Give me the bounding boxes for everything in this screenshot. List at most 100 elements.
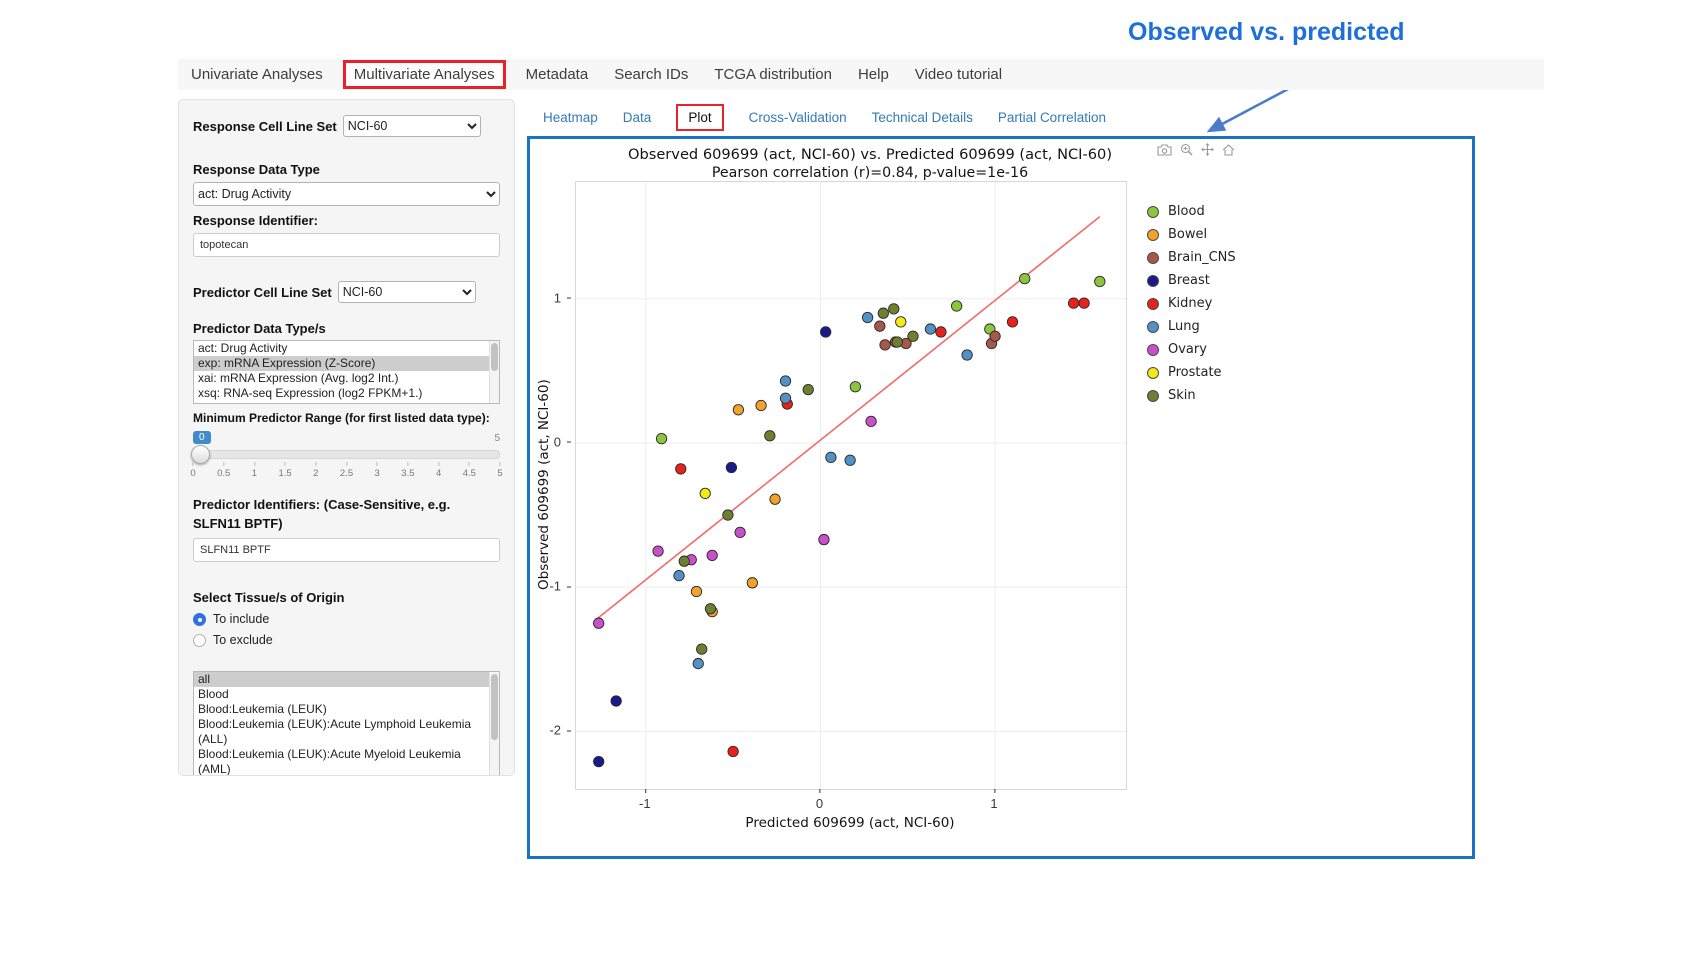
include-radio[interactable] xyxy=(193,612,206,626)
data-point-breast[interactable] xyxy=(593,755,605,768)
data-point-lung[interactable] xyxy=(779,392,792,404)
data-point-blood[interactable] xyxy=(950,300,963,312)
exclude-radio[interactable] xyxy=(193,633,206,647)
data-point-blood[interactable] xyxy=(655,432,668,445)
data-point-lung[interactable] xyxy=(844,454,856,466)
data-point-skin[interactable] xyxy=(722,509,734,521)
predictor-data-type-option-selected[interactable]: exp: mRNA Expression (Z-Score) xyxy=(194,356,499,371)
predictor-data-types-listbox[interactable]: act: Drug Activity exp: mRNA Expression … xyxy=(193,340,500,404)
data-point-breast[interactable] xyxy=(820,326,832,338)
data-point-brain-cns[interactable] xyxy=(879,339,891,351)
data-point-blood[interactable] xyxy=(849,381,862,393)
scrollbar-thumb[interactable] xyxy=(491,343,498,371)
data-point-bowel[interactable] xyxy=(690,585,703,598)
tab-heatmap[interactable]: Heatmap xyxy=(543,110,598,125)
data-point-prostate[interactable] xyxy=(895,316,907,328)
data-point-skin[interactable] xyxy=(678,555,690,567)
data-point-kidney[interactable] xyxy=(1067,297,1080,309)
data-point-ovary[interactable] xyxy=(865,415,877,427)
tissue-include-option[interactable]: To include xyxy=(193,612,500,626)
data-point-lung[interactable] xyxy=(825,451,837,464)
data-point-skin[interactable] xyxy=(888,303,900,315)
data-point-skin[interactable] xyxy=(891,336,903,348)
legend-item-bowel[interactable]: Bowel xyxy=(1147,223,1236,246)
response-identifier-input[interactable] xyxy=(193,233,500,257)
legend-item-lung[interactable]: Lung xyxy=(1147,315,1236,338)
data-point-ovary[interactable] xyxy=(818,533,830,546)
data-point-lung[interactable] xyxy=(961,349,973,361)
legend-item-skin[interactable]: Skin xyxy=(1147,384,1236,407)
legend-item-blood[interactable]: Blood xyxy=(1147,200,1236,223)
data-point-breast[interactable] xyxy=(610,695,622,707)
data-point-skin[interactable] xyxy=(764,430,776,442)
nav-univariate-analyses[interactable]: Univariate Analyses xyxy=(191,66,323,83)
legend-item-breast[interactable]: Breast xyxy=(1147,269,1236,292)
data-point-bowel[interactable] xyxy=(746,577,758,589)
nav-metadata[interactable]: Metadata xyxy=(525,66,589,83)
nav-video-tutorial[interactable]: Video tutorial xyxy=(914,66,1003,83)
data-point-bowel[interactable] xyxy=(732,404,745,416)
tissue-listbox[interactable]: all Blood Blood:Leukemia (LEUK) Blood:Le… xyxy=(193,671,500,776)
tab-plot[interactable]: Plot xyxy=(676,104,724,131)
response-data-type-select[interactable]: act: Drug Activity xyxy=(193,182,500,206)
data-point-brain-cns[interactable] xyxy=(874,320,886,332)
response-cell-line-set-select[interactable]: NCI-60 xyxy=(342,115,481,137)
tab-cross-validation[interactable]: Cross-Validation xyxy=(748,110,847,125)
nav-tcga-distribution[interactable]: TCGA distribution xyxy=(714,66,832,83)
data-point-skin[interactable] xyxy=(704,603,717,615)
pan-icon[interactable] xyxy=(1201,143,1214,156)
slider-handle[interactable] xyxy=(191,445,210,464)
tissue-option[interactable]: Blood:Leukemia (LEUK) xyxy=(198,702,327,716)
scrollbar[interactable] xyxy=(489,672,499,775)
data-point-lung[interactable] xyxy=(861,311,874,324)
predictor-data-type-option[interactable]: act: Drug Activity xyxy=(198,341,288,355)
data-point-skin[interactable] xyxy=(802,383,814,396)
data-point-ovary[interactable] xyxy=(593,617,605,629)
data-point-kidney[interactable] xyxy=(727,745,739,758)
data-point-bowel[interactable] xyxy=(755,399,767,412)
tissue-option[interactable]: Blood:Leukemia (LEUK):Acute Myeloid Leuk… xyxy=(198,747,461,776)
data-point-kidney[interactable] xyxy=(1006,316,1019,328)
scrollbar[interactable] xyxy=(489,341,499,403)
tab-partial-correlation[interactable]: Partial Correlation xyxy=(997,110,1106,125)
scatter-plot-panel[interactable] xyxy=(575,181,1127,790)
data-point-prostate[interactable] xyxy=(699,487,711,500)
predictor-cell-line-set-select[interactable]: NCI-60 xyxy=(337,281,476,303)
data-point-ovary[interactable] xyxy=(734,526,746,539)
data-point-bowel[interactable] xyxy=(769,493,781,505)
data-point-lung[interactable] xyxy=(779,375,792,387)
tissue-option[interactable]: Blood xyxy=(198,687,229,701)
data-point-skin[interactable] xyxy=(877,307,889,319)
data-point-blood[interactable] xyxy=(1019,272,1031,285)
legend-item-brain-cns[interactable]: Brain_CNS xyxy=(1147,246,1236,269)
data-point-blood[interactable] xyxy=(1094,275,1106,288)
data-point-kidney[interactable] xyxy=(1078,297,1090,309)
legend-item-prostate[interactable]: Prostate xyxy=(1147,361,1236,384)
data-point-skin[interactable] xyxy=(907,330,919,342)
data-point-breast[interactable] xyxy=(725,461,738,474)
nav-search-ids[interactable]: Search IDs xyxy=(614,66,689,83)
nav-help[interactable]: Help xyxy=(857,66,889,83)
data-point-lung[interactable] xyxy=(692,657,704,670)
home-icon[interactable] xyxy=(1222,143,1235,156)
data-point-brain-cns[interactable] xyxy=(989,330,1001,342)
tab-data[interactable]: Data xyxy=(622,110,652,125)
data-point-kidney[interactable] xyxy=(675,463,687,475)
tab-technical-details[interactable]: Technical Details xyxy=(871,110,973,125)
data-point-ovary[interactable] xyxy=(652,545,664,557)
data-point-skin[interactable] xyxy=(696,643,708,655)
camera-icon[interactable] xyxy=(1157,143,1172,156)
predictor-data-type-option[interactable]: xsq: RNA-seq Expression (log2 FPKM+1.) xyxy=(198,386,423,400)
zoom-in-icon[interactable] xyxy=(1180,143,1193,156)
nav-multivariate-analyses[interactable]: Multivariate Analyses xyxy=(342,60,506,89)
data-point-lung[interactable] xyxy=(924,323,937,335)
slider-track[interactable] xyxy=(193,450,500,459)
legend-item-kidney[interactable]: Kidney xyxy=(1147,292,1236,315)
scrollbar-thumb[interactable] xyxy=(491,674,498,740)
data-point-ovary[interactable] xyxy=(706,549,718,562)
data-point-kidney[interactable] xyxy=(935,326,947,338)
legend-item-ovary[interactable]: Ovary xyxy=(1147,338,1236,361)
predictor-data-type-option[interactable]: xai: mRNA Expression (Avg. log2 Int.) xyxy=(198,371,399,385)
tissue-exclude-option[interactable]: To exclude xyxy=(193,633,500,647)
tissue-option[interactable]: Blood:Leukemia (LEUK):Acute Lymphoid Leu… xyxy=(198,717,472,746)
